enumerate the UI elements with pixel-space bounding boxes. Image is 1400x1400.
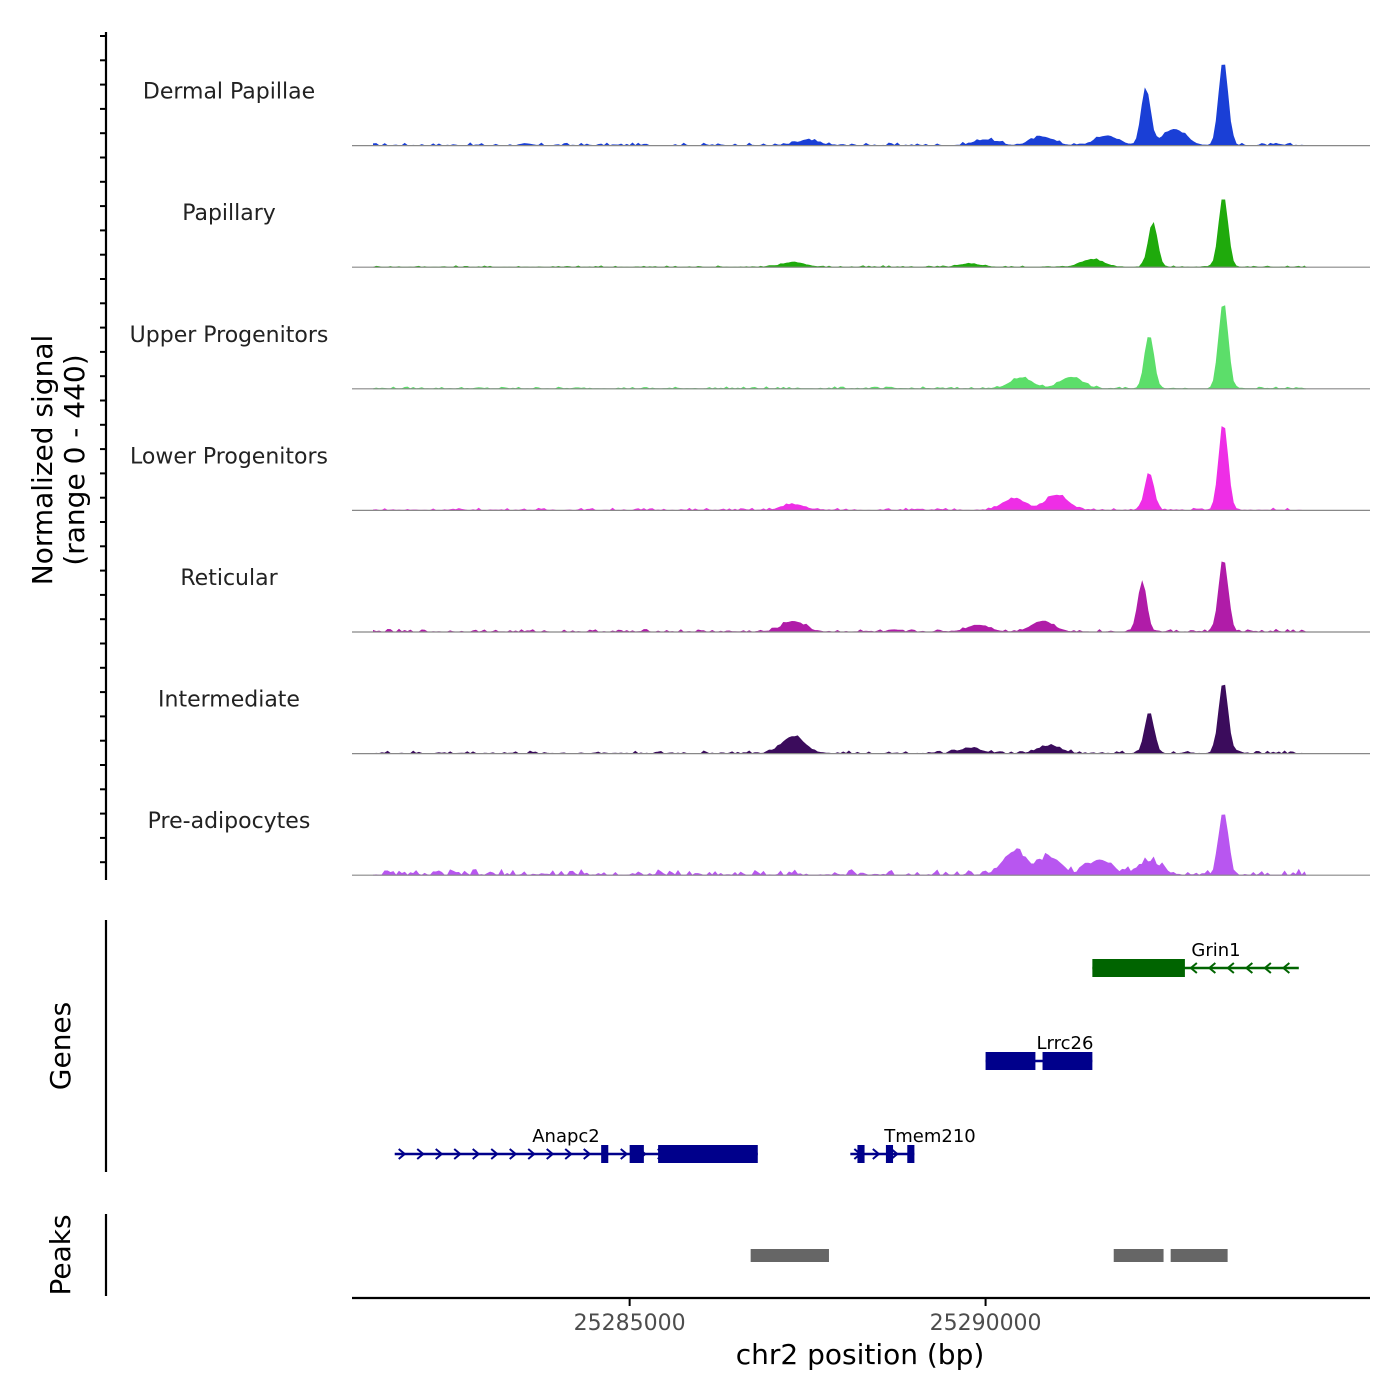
peak-region bbox=[1113, 1249, 1164, 1262]
y-axis-label-line1: Normalized signal bbox=[26, 335, 59, 586]
track-lower-progenitors: Lower Progenitors bbox=[130, 426, 1370, 511]
peaks-panel-title: Peaks bbox=[44, 1214, 77, 1295]
strand-arrow-icon bbox=[1244, 962, 1254, 974]
strand-arrow-icon bbox=[620, 1148, 629, 1160]
gene-exon bbox=[1092, 959, 1185, 977]
gene-lrrc26: Lrrc26 bbox=[985, 1033, 1094, 1070]
gene-exon bbox=[1042, 1052, 1093, 1070]
strand-arrow-icon bbox=[398, 1148, 407, 1160]
gene-exon bbox=[629, 1145, 644, 1163]
x-axis: 25285000 25290000 chr2 position (bp) bbox=[352, 1296, 1370, 1371]
gene-exon bbox=[601, 1145, 609, 1163]
gene-exon bbox=[857, 1145, 865, 1163]
x-axis-tick-label: 25290000 bbox=[930, 1311, 1042, 1336]
track-label: Dermal Papillae bbox=[143, 80, 315, 105]
track-label: Lower Progenitors bbox=[130, 444, 328, 469]
track-label: Pre-adipocytes bbox=[148, 809, 311, 834]
x-axis-label: chr2 position (bp) bbox=[736, 1338, 985, 1371]
strand-arrow-icon bbox=[546, 1148, 555, 1160]
strand-arrow-icon bbox=[1226, 962, 1235, 974]
strand-arrow-icon bbox=[453, 1148, 462, 1160]
strand-arrow-icon bbox=[435, 1148, 444, 1160]
peak-region bbox=[1170, 1249, 1228, 1262]
gene-exon bbox=[985, 1052, 1036, 1070]
gene-label: Anapc2 bbox=[532, 1126, 600, 1147]
track-dermal-papillae: Dermal Papillae bbox=[143, 64, 1370, 147]
gene-exon bbox=[658, 1145, 758, 1163]
strand-arrow-icon bbox=[890, 1148, 899, 1160]
track-label: Papillary bbox=[182, 201, 276, 226]
strand-arrow-icon bbox=[564, 1148, 573, 1160]
strand-arrow-icon bbox=[472, 1148, 481, 1160]
gene-models: Grin1 Lrrc26 Anapc2 Tmem210 bbox=[394, 940, 1299, 1163]
gene-label: Lrrc26 bbox=[1037, 1033, 1094, 1054]
peak-region bbox=[750, 1249, 829, 1262]
gene-anapc2: Anapc2 bbox=[394, 1126, 758, 1163]
gene-label: Tmem210 bbox=[883, 1126, 976, 1147]
gene-exon bbox=[885, 1145, 894, 1163]
gene-exon bbox=[907, 1145, 915, 1163]
peaks-panel: Peaks bbox=[44, 1214, 1228, 1296]
track-papillary: Papillary bbox=[182, 199, 1370, 268]
track-label: Upper Progenitors bbox=[130, 323, 329, 348]
strand-arrow-icon bbox=[1207, 962, 1217, 974]
genes-panel-title: Genes bbox=[44, 1002, 77, 1090]
strand-arrow-icon bbox=[416, 1148, 425, 1160]
x-axis-tick-label: 25285000 bbox=[574, 1311, 686, 1336]
strand-arrow-icon bbox=[1281, 962, 1291, 974]
coverage-panel: Normalized signal (range 0 - 440) Dermal… bbox=[26, 32, 1370, 880]
track-upper-progenitors: Upper Progenitors bbox=[130, 305, 1370, 390]
track-label: Reticular bbox=[180, 566, 278, 591]
coverage-tracks: Dermal Papillae Papillary Upper Progenitor… bbox=[130, 64, 1370, 876]
track-label: Intermediate bbox=[158, 688, 300, 713]
y-axis-label-line2: (range 0 - 440) bbox=[58, 354, 91, 565]
track-reticular: Reticular bbox=[180, 561, 1370, 633]
peak-regions bbox=[750, 1249, 1228, 1262]
track-intermediate: Intermediate bbox=[158, 684, 1370, 755]
strand-arrow-icon bbox=[527, 1148, 536, 1160]
coverage-area bbox=[373, 684, 1306, 755]
gene-tmem210: Tmem210 bbox=[850, 1126, 976, 1163]
x-axis-ticks: 25285000 25290000 bbox=[574, 1298, 1042, 1336]
strand-arrow-icon bbox=[872, 1148, 881, 1160]
strand-arrow-icon bbox=[1263, 962, 1272, 974]
track-pre-adipocytes: Pre-adipocytes bbox=[148, 809, 1370, 876]
strand-arrow-icon bbox=[490, 1148, 499, 1160]
gene-label: Grin1 bbox=[1191, 940, 1240, 961]
strand-arrow-icon bbox=[509, 1148, 518, 1160]
coverage-area bbox=[373, 64, 1306, 147]
gene-grin1: Grin1 bbox=[1092, 940, 1299, 977]
coverage-y-axis-ticks bbox=[100, 35, 106, 864]
strand-arrow-icon bbox=[583, 1148, 592, 1160]
genes-panel: Genes Grin1 Lrrc26 Anapc2 Tmem210 bbox=[44, 920, 1299, 1172]
strand-arrow-icon bbox=[1189, 962, 1198, 974]
